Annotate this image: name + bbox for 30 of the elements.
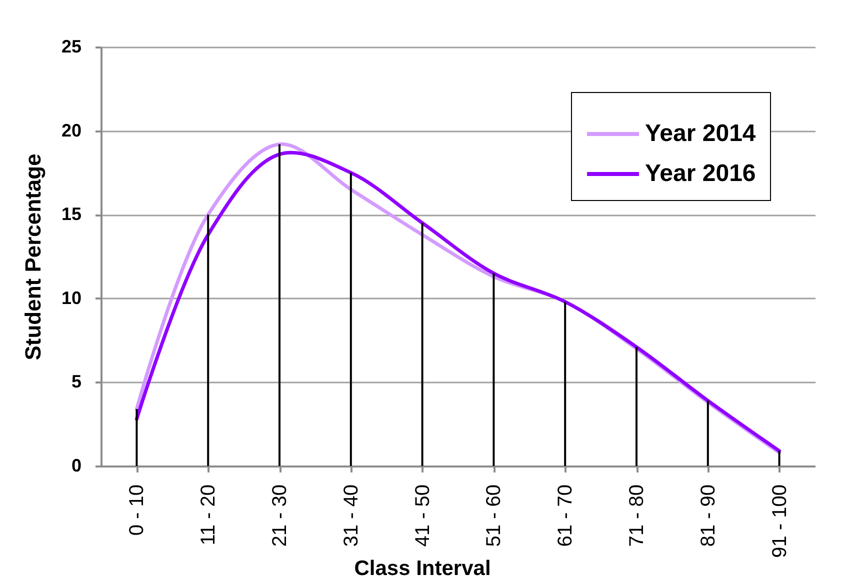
bar: [778, 450, 780, 466]
y-tick-label: 0: [71, 456, 82, 476]
bar: [706, 400, 709, 466]
y-tick-label: 10: [61, 288, 82, 308]
legend-label: Year 2014: [645, 120, 756, 147]
x-tick-label: 81 - 90: [697, 484, 720, 547]
x-tick-label: 0 - 10: [126, 484, 148, 536]
x-tick-label: 31 - 40: [340, 484, 362, 547]
x-tick-label: 71 - 80: [626, 484, 648, 547]
bar: [421, 222, 424, 466]
y-axis-title: Student Percentage: [20, 154, 46, 360]
x-tick-label: 11 - 20: [198, 484, 220, 546]
bar: [278, 144, 280, 466]
x-tick-label: 51 - 60: [483, 484, 506, 547]
x-tick-label: 91 - 100: [768, 484, 791, 558]
y-tick-label: 20: [61, 120, 82, 140]
y-tick-label: 25: [61, 36, 82, 56]
x-tick-label: 41 - 50: [412, 484, 434, 547]
bar: [136, 409, 138, 466]
bar: [207, 214, 210, 466]
legend-label: Year 2016: [645, 160, 756, 187]
x-tick-label: 21 - 30: [269, 484, 291, 547]
y-tick-label: 5: [71, 372, 82, 392]
y-tick-label: 15: [61, 204, 82, 224]
bar: [350, 172, 352, 466]
x-tick-label: 61 - 70: [554, 484, 577, 547]
bar: [492, 273, 495, 466]
bar: [636, 347, 638, 466]
x-axis-title: Class Interval: [354, 556, 491, 580]
bar: [564, 302, 566, 466]
